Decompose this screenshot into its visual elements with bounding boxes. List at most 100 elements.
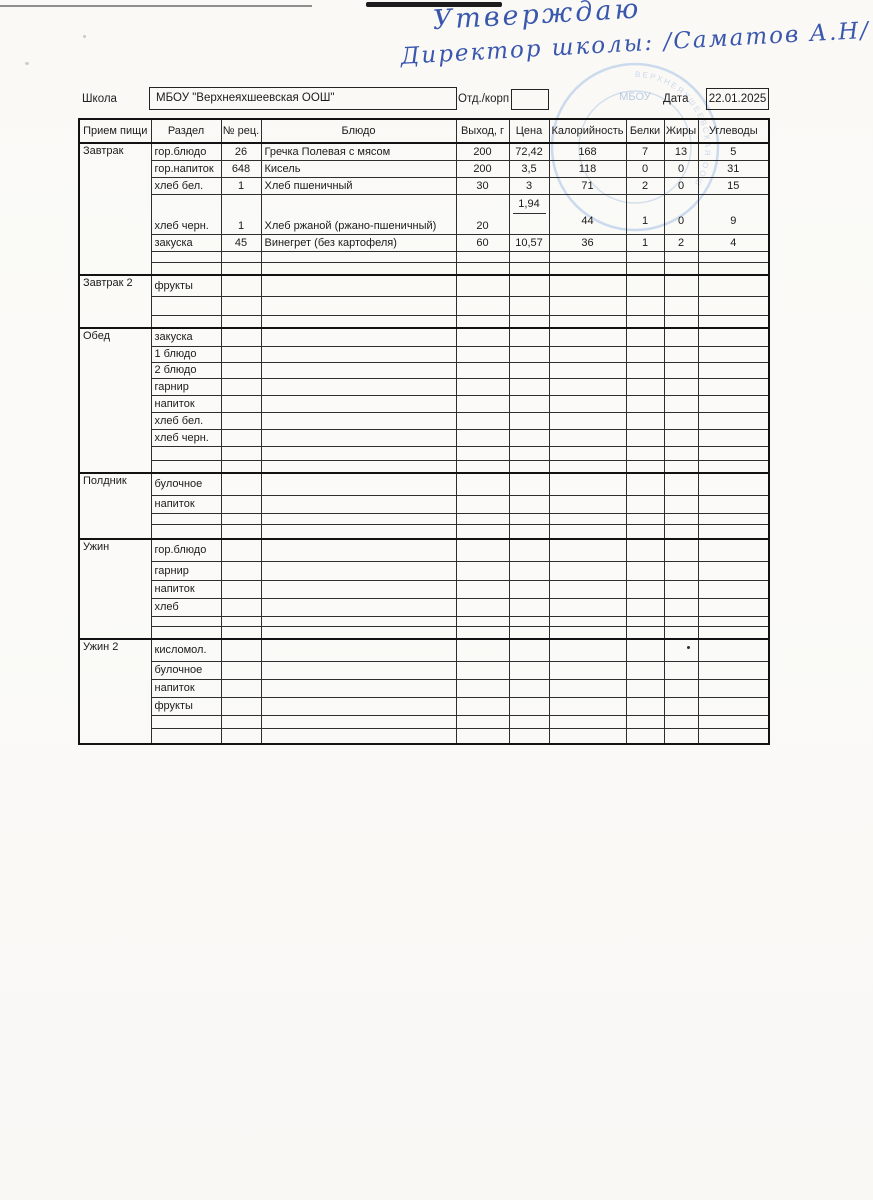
table-cell: 15 (697, 176, 770, 195)
school-name-field: МБОУ "Верхнеяхшеевская ООШ" (149, 87, 457, 110)
table-cell (663, 377, 699, 396)
table-cell (663, 445, 699, 461)
table-cell (508, 250, 550, 263)
table-cell (455, 314, 510, 329)
table-row: хлеб бел. 1 Хлеб пшеничный 30 3 71 2 0 15 (79, 176, 770, 195)
table-cell (625, 678, 665, 698)
table-cell: 0 (663, 193, 699, 235)
table-cell (663, 274, 699, 297)
table-cell (150, 727, 222, 745)
table-cell (697, 512, 770, 525)
table-cell (625, 714, 665, 729)
table-cell (260, 597, 457, 617)
table-cell (625, 345, 665, 363)
table-cell: 4 (697, 233, 770, 252)
column-header: Калорийность (548, 118, 627, 144)
table-cell (625, 615, 665, 627)
table-cell (260, 494, 457, 514)
table-cell (220, 523, 262, 540)
table-cell (260, 638, 457, 662)
table-cell (220, 696, 262, 716)
table-cell (508, 361, 550, 379)
table-cell (455, 459, 510, 474)
table-cell (508, 295, 550, 316)
table-cell (697, 727, 770, 745)
table-cell (548, 727, 627, 745)
table-cell (220, 345, 262, 363)
table-cell (548, 445, 627, 461)
table-cell: 71 (548, 176, 627, 195)
table-cell (663, 314, 699, 329)
table-cell: хлеб бел. (150, 411, 222, 430)
table-cell (663, 512, 699, 525)
table-cell (220, 579, 262, 599)
menu-table: Прием пищи Раздел № рец. Блюдо Выход, г Цена К… (78, 118, 770, 745)
table-cell (260, 615, 457, 627)
table-cell (697, 597, 770, 617)
table-cell (260, 377, 457, 396)
table-cell (508, 538, 550, 562)
table-cell (663, 560, 699, 581)
table-cell: 2 (625, 176, 665, 195)
table-cell: гор.напиток (150, 159, 222, 178)
table-cell: 31 (697, 159, 770, 178)
table-cell: Гречка Полевая с мясом (260, 142, 457, 161)
table-row: напиток (79, 579, 770, 599)
table-cell (697, 459, 770, 474)
table-cell (220, 678, 262, 698)
table-cell (260, 394, 457, 413)
table-cell (260, 472, 457, 496)
table-row: напиток (79, 494, 770, 514)
table-cell (260, 295, 457, 316)
table-cell: 72,42 (508, 142, 550, 161)
table-cell (625, 560, 665, 581)
table-cell (697, 274, 770, 297)
table-cell (455, 327, 510, 347)
table-cell: 1 блюдо (150, 345, 222, 363)
table-cell (455, 411, 510, 430)
table-cell (220, 327, 262, 347)
table-cell (548, 523, 627, 540)
table-cell: хлеб черн. (150, 428, 222, 447)
table-cell: напиток (150, 678, 222, 698)
table-cell (663, 597, 699, 617)
table-row: Полдник булочное (78, 472, 770, 540)
table-cell: 1,94 (508, 193, 550, 235)
table-cell: 20 (455, 193, 510, 235)
table-cell: фрукты (150, 696, 222, 716)
table-cell: закуска (150, 327, 222, 347)
table-cell: Хлеб пшеничный (260, 176, 457, 195)
table-cell (663, 523, 699, 540)
table-cell (548, 560, 627, 581)
table-cell (625, 579, 665, 599)
table-cell (150, 459, 222, 474)
table-cell (663, 472, 699, 496)
table-cell (260, 678, 457, 698)
column-header: Цена (508, 118, 550, 144)
table-cell (220, 714, 262, 729)
table-cell (625, 638, 665, 662)
table-cell (548, 678, 627, 698)
table-cell (455, 560, 510, 581)
table-cell: Кисель (260, 159, 457, 178)
table-cell (150, 512, 222, 525)
table-cell (220, 472, 262, 496)
table-cell: 200 (455, 142, 510, 161)
table-cell (625, 727, 665, 745)
table-cell (697, 615, 770, 627)
table-cell (625, 274, 665, 297)
table-cell (697, 445, 770, 461)
table-cell (548, 615, 627, 627)
table-cell (697, 377, 770, 396)
table-cell (663, 494, 699, 514)
table-cell (508, 625, 550, 640)
table-cell (220, 512, 262, 525)
table-cell (508, 494, 550, 514)
table-cell: 26 (220, 142, 262, 161)
table-cell (697, 579, 770, 599)
table-cell (625, 512, 665, 525)
table-cell (260, 428, 457, 447)
table-cell (508, 579, 550, 599)
table-cell (548, 459, 627, 474)
table-cell (220, 459, 262, 474)
